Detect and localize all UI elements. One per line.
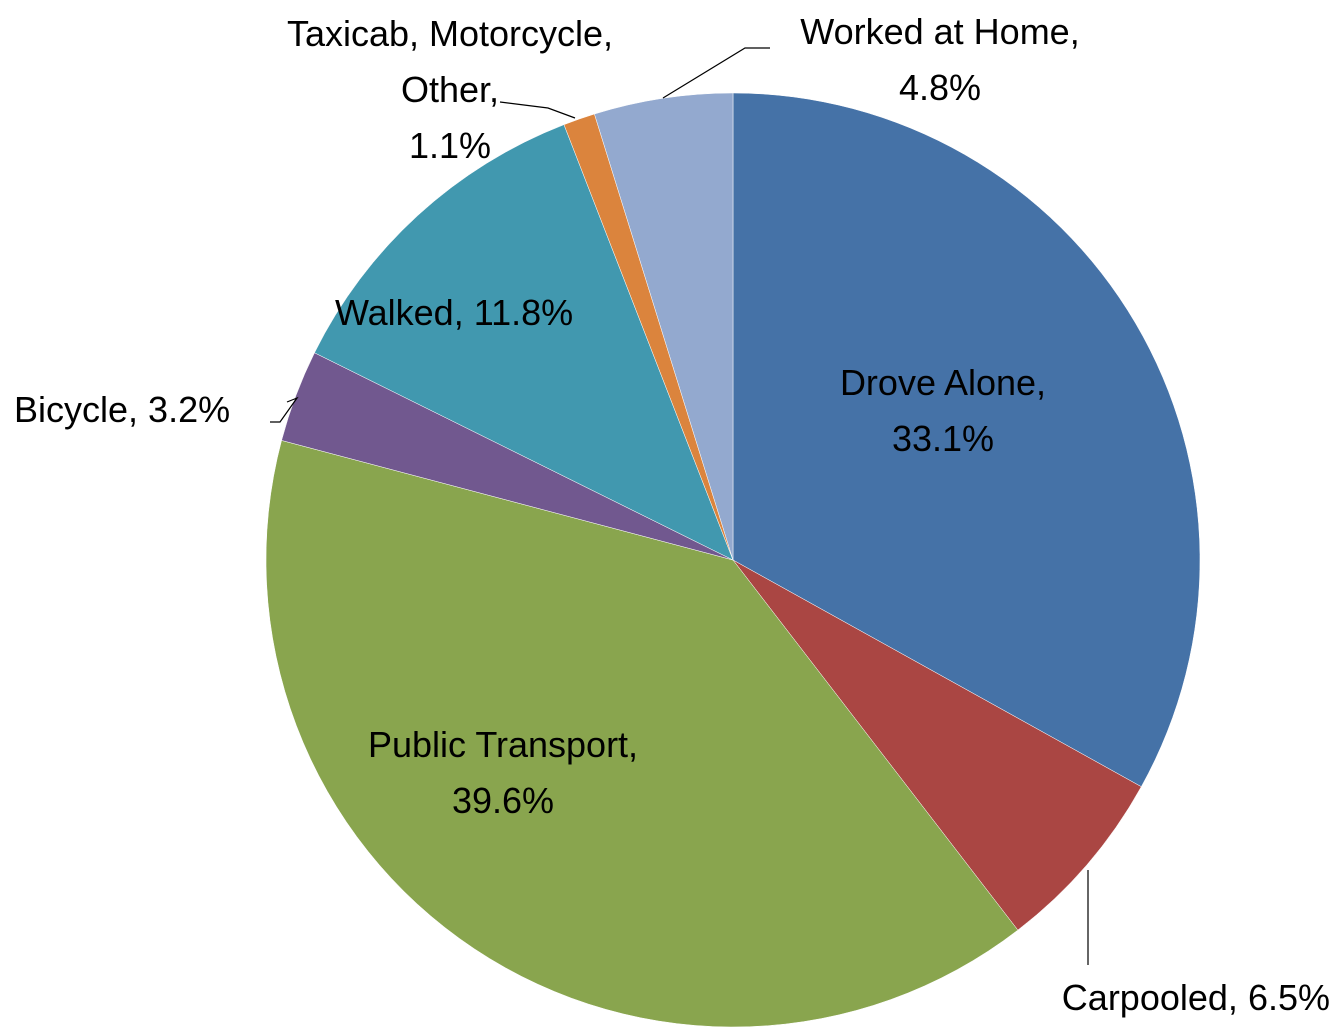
category-label: Worked at Home, [800,11,1080,52]
value-label: 39.6% [451,780,555,821]
pie-slice [732,92,1201,788]
category-label: Bicycle, [14,389,139,430]
slice-label: Worked at Home, 4.8% [760,4,1120,116]
category-label: Walked, [335,292,464,333]
category-label: Taxicab, Motorcycle, Other, [286,13,614,110]
leader-line [270,396,299,423]
slice-label: Drove Alone, 33.1% [803,355,1083,467]
leader-line [499,101,576,119]
value-label: 1.1% [408,125,492,166]
category-label: Carpooled, [1061,977,1238,1018]
category-label: Public Transport, [367,724,639,765]
value-label: 3.2% [148,389,231,430]
pie-slice [314,124,734,561]
leader-line [662,47,770,99]
pie-slice [265,440,1019,1027]
slice-label: Public Transport, 39.6% [323,717,683,829]
slice-label: Carpooled, 6.5% [1062,970,1330,1026]
pie-slice [594,92,734,561]
value-label: 4.8% [898,67,982,108]
slice-label: Bicycle, 3.2% [14,382,230,438]
slice-label: Taxicab, Motorcycle, Other, 1.1% [260,6,640,174]
value-label: 11.8% [473,292,574,333]
pie-slice [732,559,1142,931]
category-label: Drove Alone, [839,362,1047,403]
value-label: 33.1% [891,418,995,459]
value-label: 6.5% [1247,977,1330,1018]
slice-label: Walked, 11.8% [335,285,573,341]
